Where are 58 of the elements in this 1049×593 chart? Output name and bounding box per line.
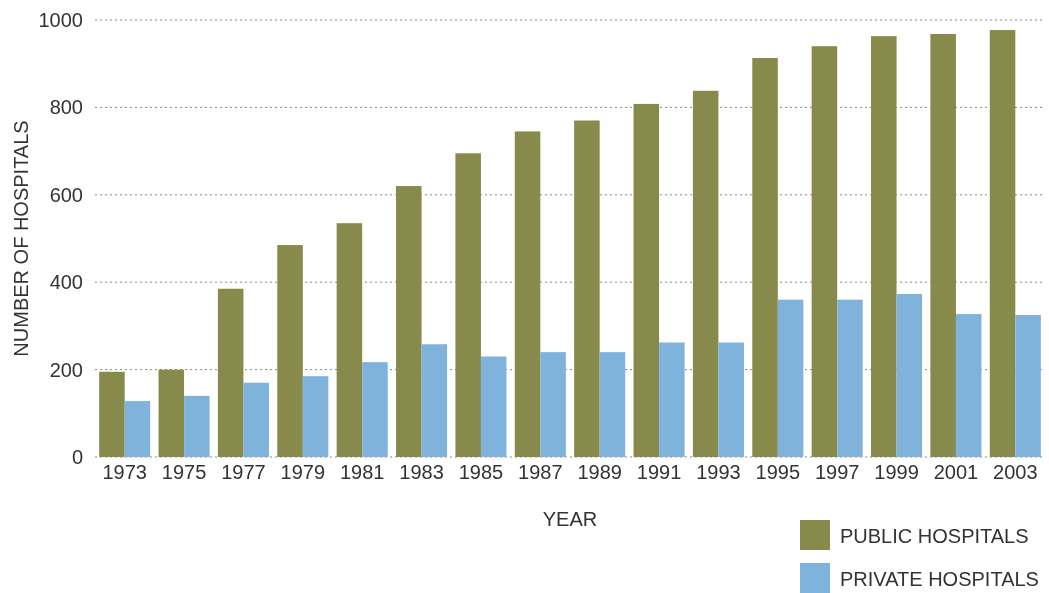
x-tick-label: 1983 (399, 461, 444, 484)
x-tick-label: 1987 (518, 461, 563, 484)
x-tick-label: 1973 (102, 461, 147, 484)
bar (871, 36, 897, 457)
bar (811, 46, 838, 457)
bar (184, 395, 210, 457)
bar (99, 371, 125, 457)
bar (599, 352, 626, 457)
bar (455, 153, 481, 457)
bar (277, 245, 303, 457)
bar (421, 344, 448, 457)
bar (480, 356, 507, 457)
x-tick-label: 1979 (280, 461, 326, 484)
bar (955, 314, 982, 457)
bar (362, 362, 388, 457)
bar (514, 131, 541, 457)
x-tick-label: 1985 (458, 461, 504, 484)
bar (217, 288, 244, 457)
bar (302, 376, 329, 457)
y-tick-label: 0 (71, 445, 83, 468)
legend-label: PRIVATE HOSPITALS (840, 568, 1039, 590)
bar (777, 299, 804, 457)
x-tick-label: 1981 (339, 461, 385, 484)
bar (540, 352, 566, 457)
y-tick-label: 200 (49, 358, 83, 381)
x-tick-label: 1977 (221, 461, 266, 484)
y-axis-title: NUMBER OF HOSPITALS (10, 120, 32, 357)
bar (1015, 314, 1041, 457)
x-tick-label: 1989 (577, 461, 622, 484)
y-tick-label: 800 (49, 96, 83, 119)
bar (158, 369, 185, 457)
bar (124, 401, 151, 457)
bar (692, 90, 719, 457)
y-tick-label: 600 (49, 183, 83, 206)
y-tick-label: 1000 (38, 8, 83, 31)
x-tick-label: 2003 (993, 461, 1038, 484)
x-tick-label: 1997 (814, 461, 860, 484)
bar (574, 120, 600, 457)
bar (752, 58, 778, 457)
bar (659, 342, 685, 457)
x-tick-label: 1995 (755, 461, 801, 484)
legend-label: PUBLIC HOSPITALS (840, 525, 1029, 547)
bar (243, 382, 269, 457)
bar (718, 342, 744, 457)
bar (336, 223, 363, 457)
x-tick-label: 1991 (636, 461, 682, 484)
x-tick-label: 2001 (933, 461, 979, 484)
bar (930, 33, 956, 457)
x-tick-label: 1999 (874, 461, 919, 484)
x-tick-label: 1975 (161, 461, 207, 484)
bar (396, 186, 422, 457)
bar (633, 103, 660, 457)
y-tick-label: 400 (49, 271, 83, 294)
bar (896, 294, 923, 457)
x-axis-title: YEAR (542, 508, 598, 530)
bar (989, 30, 1016, 457)
x-tick-label: 1993 (696, 461, 741, 484)
bar (837, 299, 863, 457)
